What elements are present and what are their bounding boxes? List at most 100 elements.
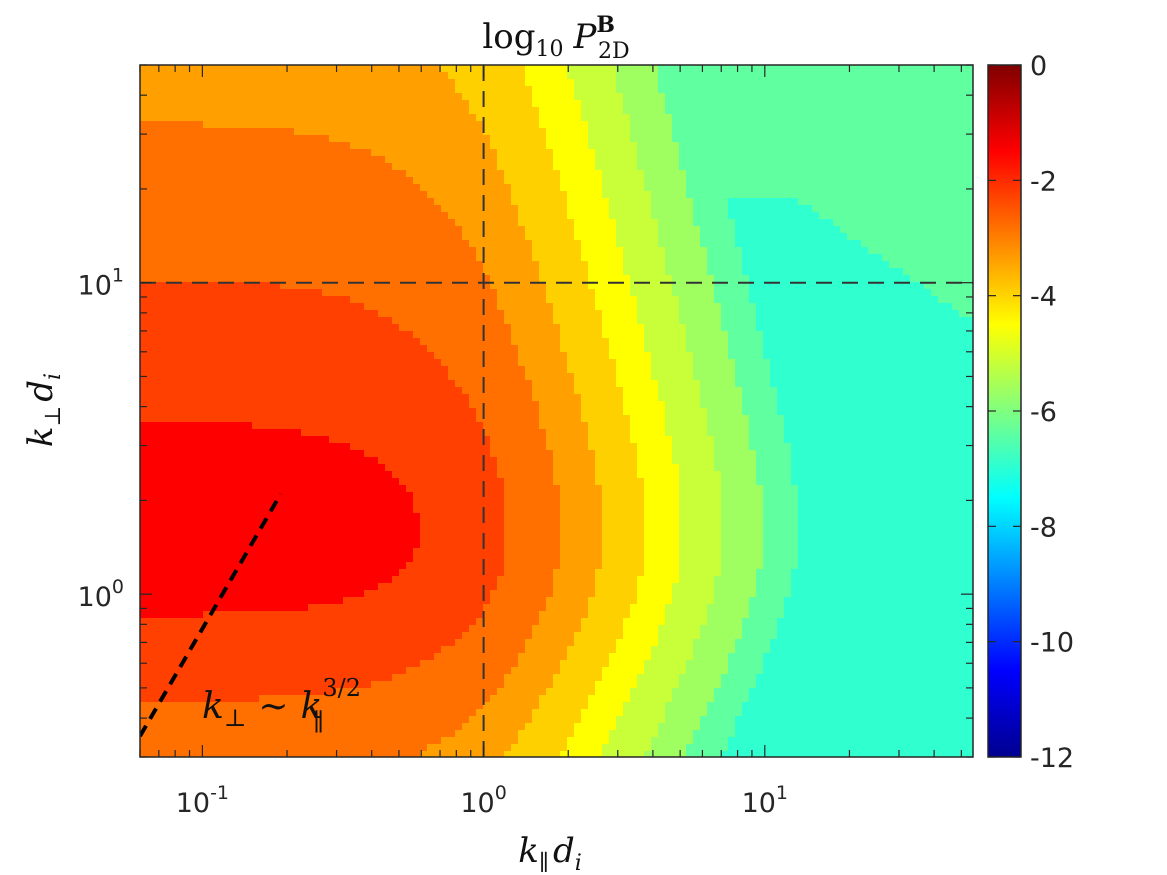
heatmap-cell	[644, 562, 680, 570]
heatmap-cell	[756, 471, 792, 479]
heatmap-cell	[567, 646, 617, 654]
heatmap-cell	[511, 198, 568, 206]
heatmap-cell	[546, 604, 589, 612]
heatmap-cell	[770, 380, 973, 388]
heatmap-cell	[483, 702, 540, 710]
heatmap-cell	[140, 562, 407, 570]
heatmap-cell	[532, 93, 575, 101]
x-tick-label: 101	[742, 782, 788, 819]
heatmap-cell	[630, 114, 673, 122]
fit-line-label: k⊥ ∼ k3/2 ∥	[202, 674, 361, 736]
heatmap-cell	[721, 506, 764, 514]
heatmap-cell	[658, 730, 694, 738]
heatmap-cell	[490, 282, 547, 290]
heatmap-cell	[637, 471, 680, 479]
heatmap-cell	[721, 492, 764, 500]
heatmap-cell	[140, 513, 421, 521]
heatmap-cell	[609, 730, 659, 738]
heatmap-cell	[588, 121, 631, 129]
heatmap-cell	[665, 254, 708, 262]
heatmap-cell	[497, 688, 547, 696]
heatmap-cell	[770, 639, 973, 647]
heatmap-cell	[525, 233, 575, 241]
heatmap-cell	[140, 443, 351, 451]
heatmap-cell	[672, 583, 715, 591]
heatmap-cell	[665, 401, 701, 409]
heatmap-cell	[504, 555, 561, 563]
heatmap-cell	[784, 415, 973, 423]
heatmap-cell	[140, 688, 337, 696]
heatmap-cell	[427, 191, 512, 199]
heatmap-cell	[630, 695, 673, 703]
heatmap-cell	[602, 506, 645, 514]
heatmap-cell	[609, 205, 652, 213]
heatmap-cell	[735, 219, 834, 227]
heatmap-cell	[427, 345, 519, 353]
heatmap-cell	[749, 443, 792, 451]
heatmap-cell	[560, 485, 603, 493]
heatmap-cell	[525, 366, 568, 374]
heatmap-cell	[441, 359, 519, 367]
heatmap-cell	[777, 625, 973, 633]
heatmap-cell	[469, 240, 533, 248]
heatmap-cell	[644, 478, 680, 486]
heatmap-cell	[364, 590, 491, 598]
heatmap-cell	[798, 541, 973, 549]
heatmap-cell	[686, 744, 729, 752]
heatmap-cell	[616, 219, 659, 227]
heatmap-cell	[602, 331, 645, 339]
heatmap-cell	[798, 548, 973, 556]
heatmap-cell	[735, 639, 771, 647]
heatmap-cell	[567, 191, 603, 199]
heatmap-cell	[952, 303, 973, 311]
heatmap-cell	[749, 275, 911, 283]
heatmap-cell	[140, 128, 295, 136]
heatmap-cell	[602, 674, 638, 682]
heatmap-cell	[560, 520, 603, 528]
heatmap-cell	[630, 135, 673, 143]
heatmap-cell	[770, 366, 973, 374]
heatmap-cell	[399, 324, 512, 332]
heatmap-cell	[735, 730, 973, 738]
heatmap-cell	[553, 303, 596, 311]
heatmap-cell	[602, 751, 645, 757]
heatmap-cell	[700, 625, 743, 633]
heatmap-cell	[630, 688, 673, 696]
heatmap-cell	[700, 401, 743, 409]
heatmap-cell	[140, 450, 365, 458]
heatmap-cell	[763, 527, 799, 535]
heatmap-cell	[665, 422, 708, 430]
heatmap-cell	[679, 471, 722, 479]
heatmap-cell	[595, 688, 631, 696]
heatmap-cell	[602, 520, 645, 528]
heatmap-cell	[777, 632, 973, 640]
heatmap-cell	[574, 86, 617, 94]
heatmap-cell	[616, 359, 652, 367]
heatmap-cell	[448, 366, 526, 374]
heatmap-cell	[434, 653, 519, 661]
heatmap-cell	[140, 394, 470, 402]
heatmap-cell	[504, 478, 554, 486]
heatmap-cell	[651, 373, 694, 381]
heatmap-cell	[707, 254, 743, 262]
heatmap-cell	[532, 380, 575, 388]
heatmap-cell	[490, 597, 547, 605]
heatmap-cell	[329, 436, 491, 444]
heatmap-cell	[553, 457, 596, 465]
heatmap-cell	[665, 415, 708, 423]
heatmap-cell	[637, 583, 673, 591]
heatmap-cell	[693, 205, 729, 213]
heatmap-cell	[623, 107, 666, 115]
heatmap-cell	[560, 667, 603, 675]
heatmap-cell	[658, 380, 701, 388]
heatmap-cell	[560, 562, 603, 570]
heatmap-cell	[140, 604, 309, 612]
heatmap-cell	[581, 107, 624, 115]
heatmap-cell	[763, 506, 799, 514]
heatmap-cell	[630, 422, 666, 430]
heatmap-cell	[756, 450, 792, 458]
heatmap-cell	[658, 233, 701, 241]
heatmap-cell	[504, 310, 554, 318]
heatmap-cell	[630, 436, 673, 444]
heatmap-cell	[140, 317, 393, 325]
